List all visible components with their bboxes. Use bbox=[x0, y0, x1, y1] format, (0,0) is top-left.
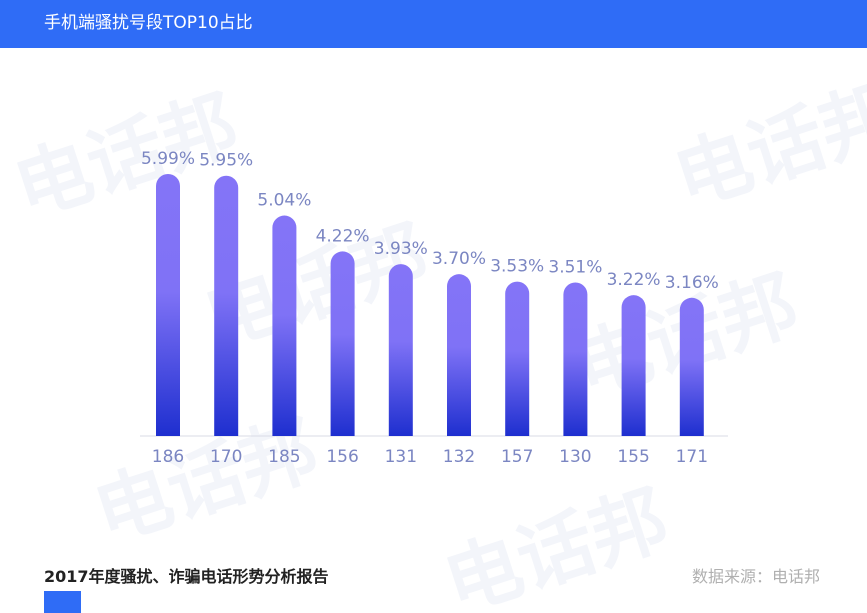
bar bbox=[214, 175, 239, 436]
data-label: 3.53% bbox=[490, 257, 544, 277]
bar bbox=[272, 215, 297, 436]
x-tick-label: 155 bbox=[617, 447, 649, 467]
data-label: 3.22% bbox=[607, 270, 661, 290]
x-tick-label: 186 bbox=[152, 447, 184, 467]
data-label: 3.16% bbox=[665, 273, 719, 293]
report-title: 2017年度骚扰、诈骗电话形势分析报告 bbox=[44, 567, 329, 586]
x-tick-label: 157 bbox=[501, 447, 533, 467]
footer-accent-block bbox=[44, 591, 81, 613]
x-tick-label: 132 bbox=[443, 447, 475, 467]
data-label: 3.93% bbox=[374, 239, 428, 259]
bar bbox=[330, 251, 355, 436]
data-label: 5.99% bbox=[141, 149, 195, 169]
data-label: 5.04% bbox=[257, 191, 311, 211]
page-title: 手机端骚扰号段TOP10占比 bbox=[44, 13, 253, 33]
bar bbox=[388, 264, 413, 436]
bar bbox=[156, 174, 180, 436]
data-label: 5.95% bbox=[199, 151, 253, 171]
x-tick-label: 156 bbox=[326, 447, 358, 467]
bar bbox=[505, 281, 530, 436]
x-tick-label: 131 bbox=[385, 447, 417, 467]
bar bbox=[447, 274, 471, 436]
data-source: 数据来源：电话邦 bbox=[691, 567, 820, 586]
data-label: 4.22% bbox=[316, 226, 370, 246]
x-tick-label: 130 bbox=[559, 447, 591, 467]
x-tick-label: 170 bbox=[210, 447, 242, 467]
data-label: 3.70% bbox=[432, 249, 486, 269]
data-label: 3.51% bbox=[548, 257, 602, 277]
bar bbox=[621, 295, 646, 436]
header-bar: 手机端骚扰号段TOP10占比 bbox=[0, 0, 867, 48]
bar bbox=[563, 282, 588, 436]
x-tick-label: 171 bbox=[676, 447, 708, 467]
x-tick-label: 185 bbox=[268, 447, 300, 467]
bar bbox=[679, 297, 704, 436]
